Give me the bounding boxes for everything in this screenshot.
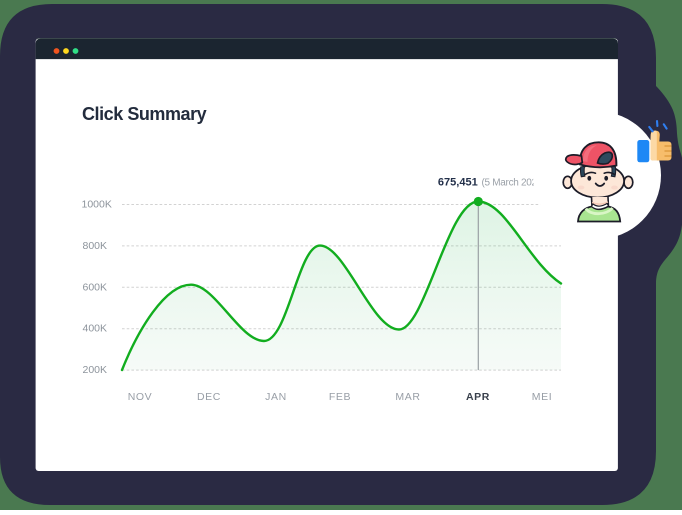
svg-text:NOV: NOV: [128, 391, 153, 403]
svg-text:APR: APR: [466, 391, 490, 403]
svg-text:1000K: 1000K: [82, 199, 112, 211]
svg-text:200K: 200K: [83, 364, 108, 376]
svg-text:600K: 600K: [83, 281, 108, 293]
svg-text:MEI: MEI: [532, 391, 552, 403]
svg-text:800K: 800K: [83, 240, 108, 252]
svg-text:Click Summary: Click Summary: [82, 104, 207, 124]
svg-text:DEC: DEC: [197, 391, 221, 403]
svg-text:JAN: JAN: [265, 391, 287, 403]
svg-text:FEB: FEB: [329, 391, 351, 403]
svg-text:675,451: 675,451: [438, 177, 478, 189]
svg-text:MAR: MAR: [395, 391, 420, 403]
svg-text:400K: 400K: [83, 323, 108, 335]
